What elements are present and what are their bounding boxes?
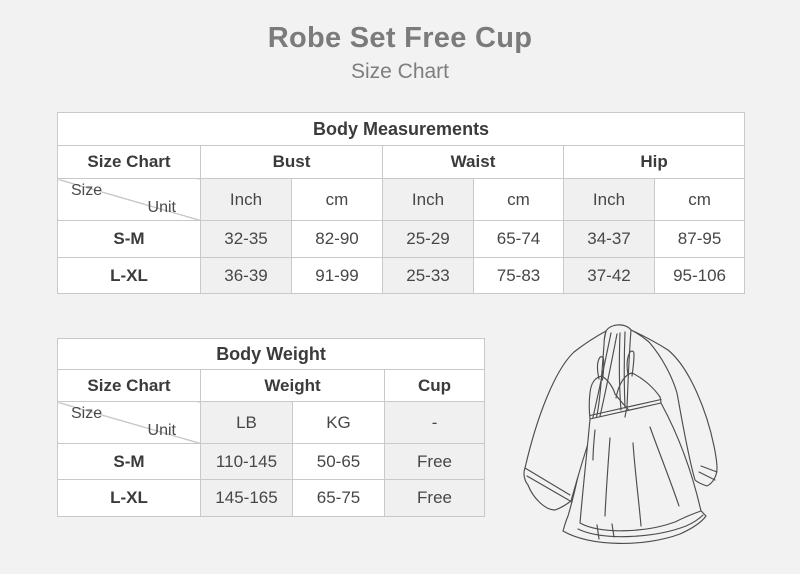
body-measurements-table: Body Measurements Size Chart Bust Waist … (56, 112, 746, 294)
unit-cell: cm (473, 178, 564, 221)
value-cell: 75-83 (473, 257, 564, 294)
right-cuff-band (698, 465, 718, 481)
size-cell: L-XL (57, 257, 201, 294)
collar-fold-lines (590, 331, 626, 430)
babydoll-group (577, 350, 704, 540)
value-cell: 25-33 (382, 257, 474, 294)
value-cell: 36-39 (200, 257, 292, 294)
value-cell: 87-95 (653, 220, 746, 258)
left-cuff-band (524, 467, 573, 503)
table-header-row: Body Measurements (56, 112, 746, 146)
bust-header: Bust (200, 145, 383, 179)
value-cell: 82-90 (291, 220, 383, 258)
weight-table-title: Body Weight (56, 338, 486, 370)
unit-cell: LB (200, 401, 293, 444)
value-cell: 65-75 (292, 479, 385, 517)
diagonal-size-label: Size (71, 182, 103, 199)
unit-cell: cm (653, 178, 746, 221)
diagonal-size-label: Size (71, 405, 103, 422)
table-row: S-M 110-145 50-65 Free (57, 443, 486, 480)
unit-cell: Inch (382, 178, 474, 221)
column-group-row: Size Chart Weight Cup (57, 369, 486, 402)
robe-right-sleeve (630, 329, 718, 487)
waist-header: Waist (382, 145, 564, 179)
value-cell: 32-35 (200, 220, 292, 258)
unit-cell: - (383, 401, 486, 444)
robe-illustration (523, 324, 718, 544)
value-cell: 37-42 (563, 257, 655, 294)
unit-row: Size Unit LB KG - (57, 401, 486, 444)
unit-cell: KG (292, 401, 385, 444)
value-cell: 91-99 (291, 257, 383, 294)
corner-header-size-chart: Size Chart (57, 369, 201, 402)
hem-band (577, 514, 704, 540)
value-cell: 110-145 (200, 443, 293, 480)
unit-row: Size Unit Inch cm Inch cm Inch cm (57, 178, 746, 221)
diagonal-unit-label: Unit (147, 199, 176, 216)
page-subtitle: Size Chart (350, 60, 450, 83)
value-cell: 145-165 (200, 479, 293, 517)
table-row: S-M 32-35 82-90 25-29 65-74 34-37 87-95 (57, 220, 746, 258)
unit-cell: Inch (200, 178, 292, 221)
value-cell: 34-37 (563, 220, 655, 258)
underbust-band (589, 398, 662, 417)
cup-header: Cup (383, 369, 486, 402)
corner-header-size-chart: Size Chart (57, 145, 201, 179)
size-cell: S-M (57, 220, 201, 258)
page-title: Robe Set Free Cup (267, 22, 533, 54)
size-cell: S-M (57, 443, 201, 480)
size-cell: L-XL (57, 479, 201, 517)
body-weight-table: Body Weight Size Chart Weight Cup Size U… (56, 338, 486, 517)
unit-cell: cm (291, 178, 383, 221)
size-unit-diagonal-cell: Size Unit (57, 178, 201, 221)
unit-cell: Inch (563, 178, 655, 221)
table-row: L-XL 36-39 91-99 25-33 75-83 37-42 95-10… (57, 257, 746, 294)
value-cell: 65-74 (473, 220, 564, 258)
value-cell: 95-106 (653, 257, 746, 294)
value-cell: Free (383, 479, 486, 517)
table-row: L-XL 145-165 65-75 Free (57, 479, 486, 517)
size-unit-diagonal-cell: Size Unit (57, 401, 201, 444)
table-header-row: Body Weight (56, 338, 486, 370)
hip-header: Hip (562, 145, 746, 179)
column-group-row: Size Chart Bust Waist Hip (57, 145, 746, 179)
weight-header: Weight (200, 369, 385, 402)
value-cell: 25-29 (382, 220, 474, 258)
measurements-table-title: Body Measurements (56, 112, 746, 146)
value-cell: 50-65 (292, 443, 385, 480)
strap-loops (596, 350, 635, 381)
diagonal-unit-label: Unit (147, 422, 176, 439)
value-cell: Free (383, 443, 486, 480)
babydoll-skirt (579, 402, 702, 532)
skirt-drape-lines (592, 426, 680, 527)
